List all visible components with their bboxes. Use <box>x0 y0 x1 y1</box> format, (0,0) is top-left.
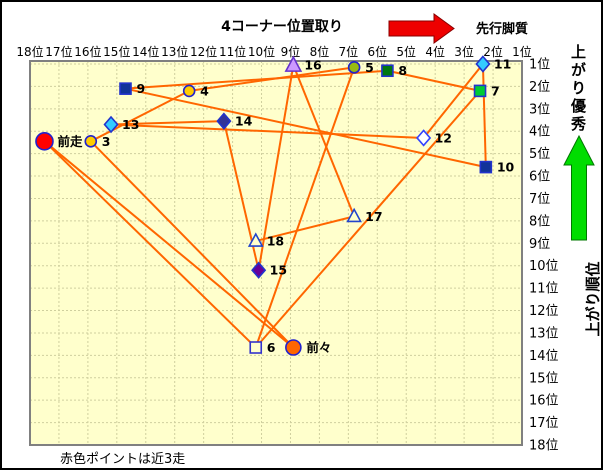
point-label-5: 5 <box>365 60 374 75</box>
y-axis-tick-label: 7位 <box>529 192 550 207</box>
x-axis-tick-label: 7位 <box>339 44 359 59</box>
point-label-前々: 前々 <box>306 340 331 355</box>
path-segment <box>110 123 424 139</box>
path-segment <box>422 63 484 139</box>
x-axis-tick-label: 11位 <box>219 44 246 59</box>
path-segment <box>292 64 356 217</box>
path-segment <box>254 67 356 348</box>
path-segment <box>111 120 224 126</box>
y-axis-tick-label: 2位 <box>529 80 550 95</box>
y-axis-tick-label: 12位 <box>529 304 559 319</box>
path-segment <box>43 140 295 349</box>
point-3 <box>84 135 98 148</box>
y-axis-tick-label: 6位 <box>529 170 550 185</box>
y-axis-tick-label: 15位 <box>529 371 559 386</box>
point-12 <box>416 129 432 147</box>
point-13 <box>103 115 119 134</box>
point-label-15: 15 <box>270 263 287 278</box>
x-axis-tick-label: 15位 <box>103 44 130 59</box>
y-axis-tick-label: 10位 <box>529 259 559 274</box>
point-label-17: 17 <box>365 209 382 224</box>
plot-border <box>29 60 523 446</box>
y-axis-tick-label: 16位 <box>529 394 559 409</box>
y-axis-tick-label: 11位 <box>529 282 559 297</box>
path-segment <box>43 140 257 349</box>
chart-title: 4コーナー位置取り <box>221 19 343 35</box>
x-axis-tick-label: 14位 <box>132 44 159 59</box>
path-segment <box>257 64 295 271</box>
point-前々 <box>285 339 302 356</box>
point-label-7: 7 <box>491 83 500 98</box>
y-axis-tick-label: 8位 <box>529 214 550 229</box>
y-axis-tick-label: 18位 <box>529 439 559 454</box>
point-label-10: 10 <box>497 160 515 175</box>
y-axis-tick-label: 4位 <box>529 125 550 140</box>
path-segment <box>125 69 388 90</box>
plot-area <box>30 61 522 445</box>
x-axis-tick-label: 12位 <box>190 44 217 59</box>
x-axis-tick-label: 9位 <box>281 44 301 59</box>
point-label-9: 9 <box>137 81 146 96</box>
x-axis-tick-label: 4位 <box>425 44 445 59</box>
point-15 <box>251 261 267 279</box>
y-axis-tick-label: 13位 <box>529 326 559 341</box>
point-label-6: 6 <box>267 340 276 355</box>
x-axis-tick-label: 13位 <box>161 44 188 59</box>
x-axis-tick-label: 16位 <box>74 44 101 59</box>
y-axis-tick-label: 9位 <box>529 237 550 252</box>
point-5 <box>347 61 361 74</box>
y-axis-tick-label: 14位 <box>529 349 559 364</box>
x-axis-tick-label: 17位 <box>45 44 72 59</box>
point-label-8: 8 <box>398 63 407 78</box>
point-label-14: 14 <box>235 114 253 129</box>
point-4 <box>182 84 196 98</box>
x-axis-tick-label: 8位 <box>310 44 330 59</box>
closing-excellent-arrow-icon <box>563 134 595 241</box>
footnote-red-points: 赤色ポイントは近3走 <box>60 452 186 467</box>
y-axis-tick-label: 3位 <box>529 102 550 117</box>
point-label-12: 12 <box>435 130 452 145</box>
point-label-3: 3 <box>102 134 111 149</box>
x-axis-tick-label: 5位 <box>396 44 416 59</box>
point-18 <box>247 232 264 247</box>
point-label-13: 13 <box>122 117 139 132</box>
front-runner-label: 先行脚質 <box>476 22 529 37</box>
point-label-16: 16 <box>304 58 322 73</box>
y-axis-tick-label: 1位 <box>529 58 550 73</box>
y-axis-tick-label: 17位 <box>529 416 559 431</box>
x-axis-tick-label: 1位 <box>512 44 532 59</box>
point-6 <box>249 341 263 354</box>
point-前走 <box>35 132 54 151</box>
point-14 <box>216 112 232 130</box>
point-label-11: 11 <box>494 57 511 72</box>
x-axis-tick-label: 6位 <box>367 44 387 59</box>
path-segment <box>255 215 355 243</box>
closing-excellent-label: 上がり優秀 <box>569 44 587 134</box>
point-10 <box>479 160 493 174</box>
front-runner-arrow-icon <box>388 13 455 44</box>
x-axis-tick-label: 18位 <box>16 44 43 59</box>
point-label-18: 18 <box>267 234 284 249</box>
point-9 <box>119 82 132 95</box>
path-segment <box>90 140 295 349</box>
x-axis-tick-label: 2位 <box>483 44 503 59</box>
closing-rank-axis-label: 上がり順位 <box>584 261 602 337</box>
point-11 <box>475 55 491 73</box>
point-label-4: 4 <box>200 83 209 98</box>
point-17 <box>346 207 362 223</box>
x-axis-tick-label: 10位 <box>248 44 275 59</box>
path-segment <box>254 90 481 349</box>
path-segment <box>125 87 487 169</box>
point-7 <box>473 84 487 98</box>
path-segment <box>481 63 487 168</box>
x-axis-tick-label: 3位 <box>454 44 474 59</box>
point-16 <box>284 55 303 72</box>
point-label-前走: 前走 <box>57 134 83 149</box>
y-axis-tick-label: 5位 <box>529 147 550 162</box>
point-8 <box>381 64 394 78</box>
